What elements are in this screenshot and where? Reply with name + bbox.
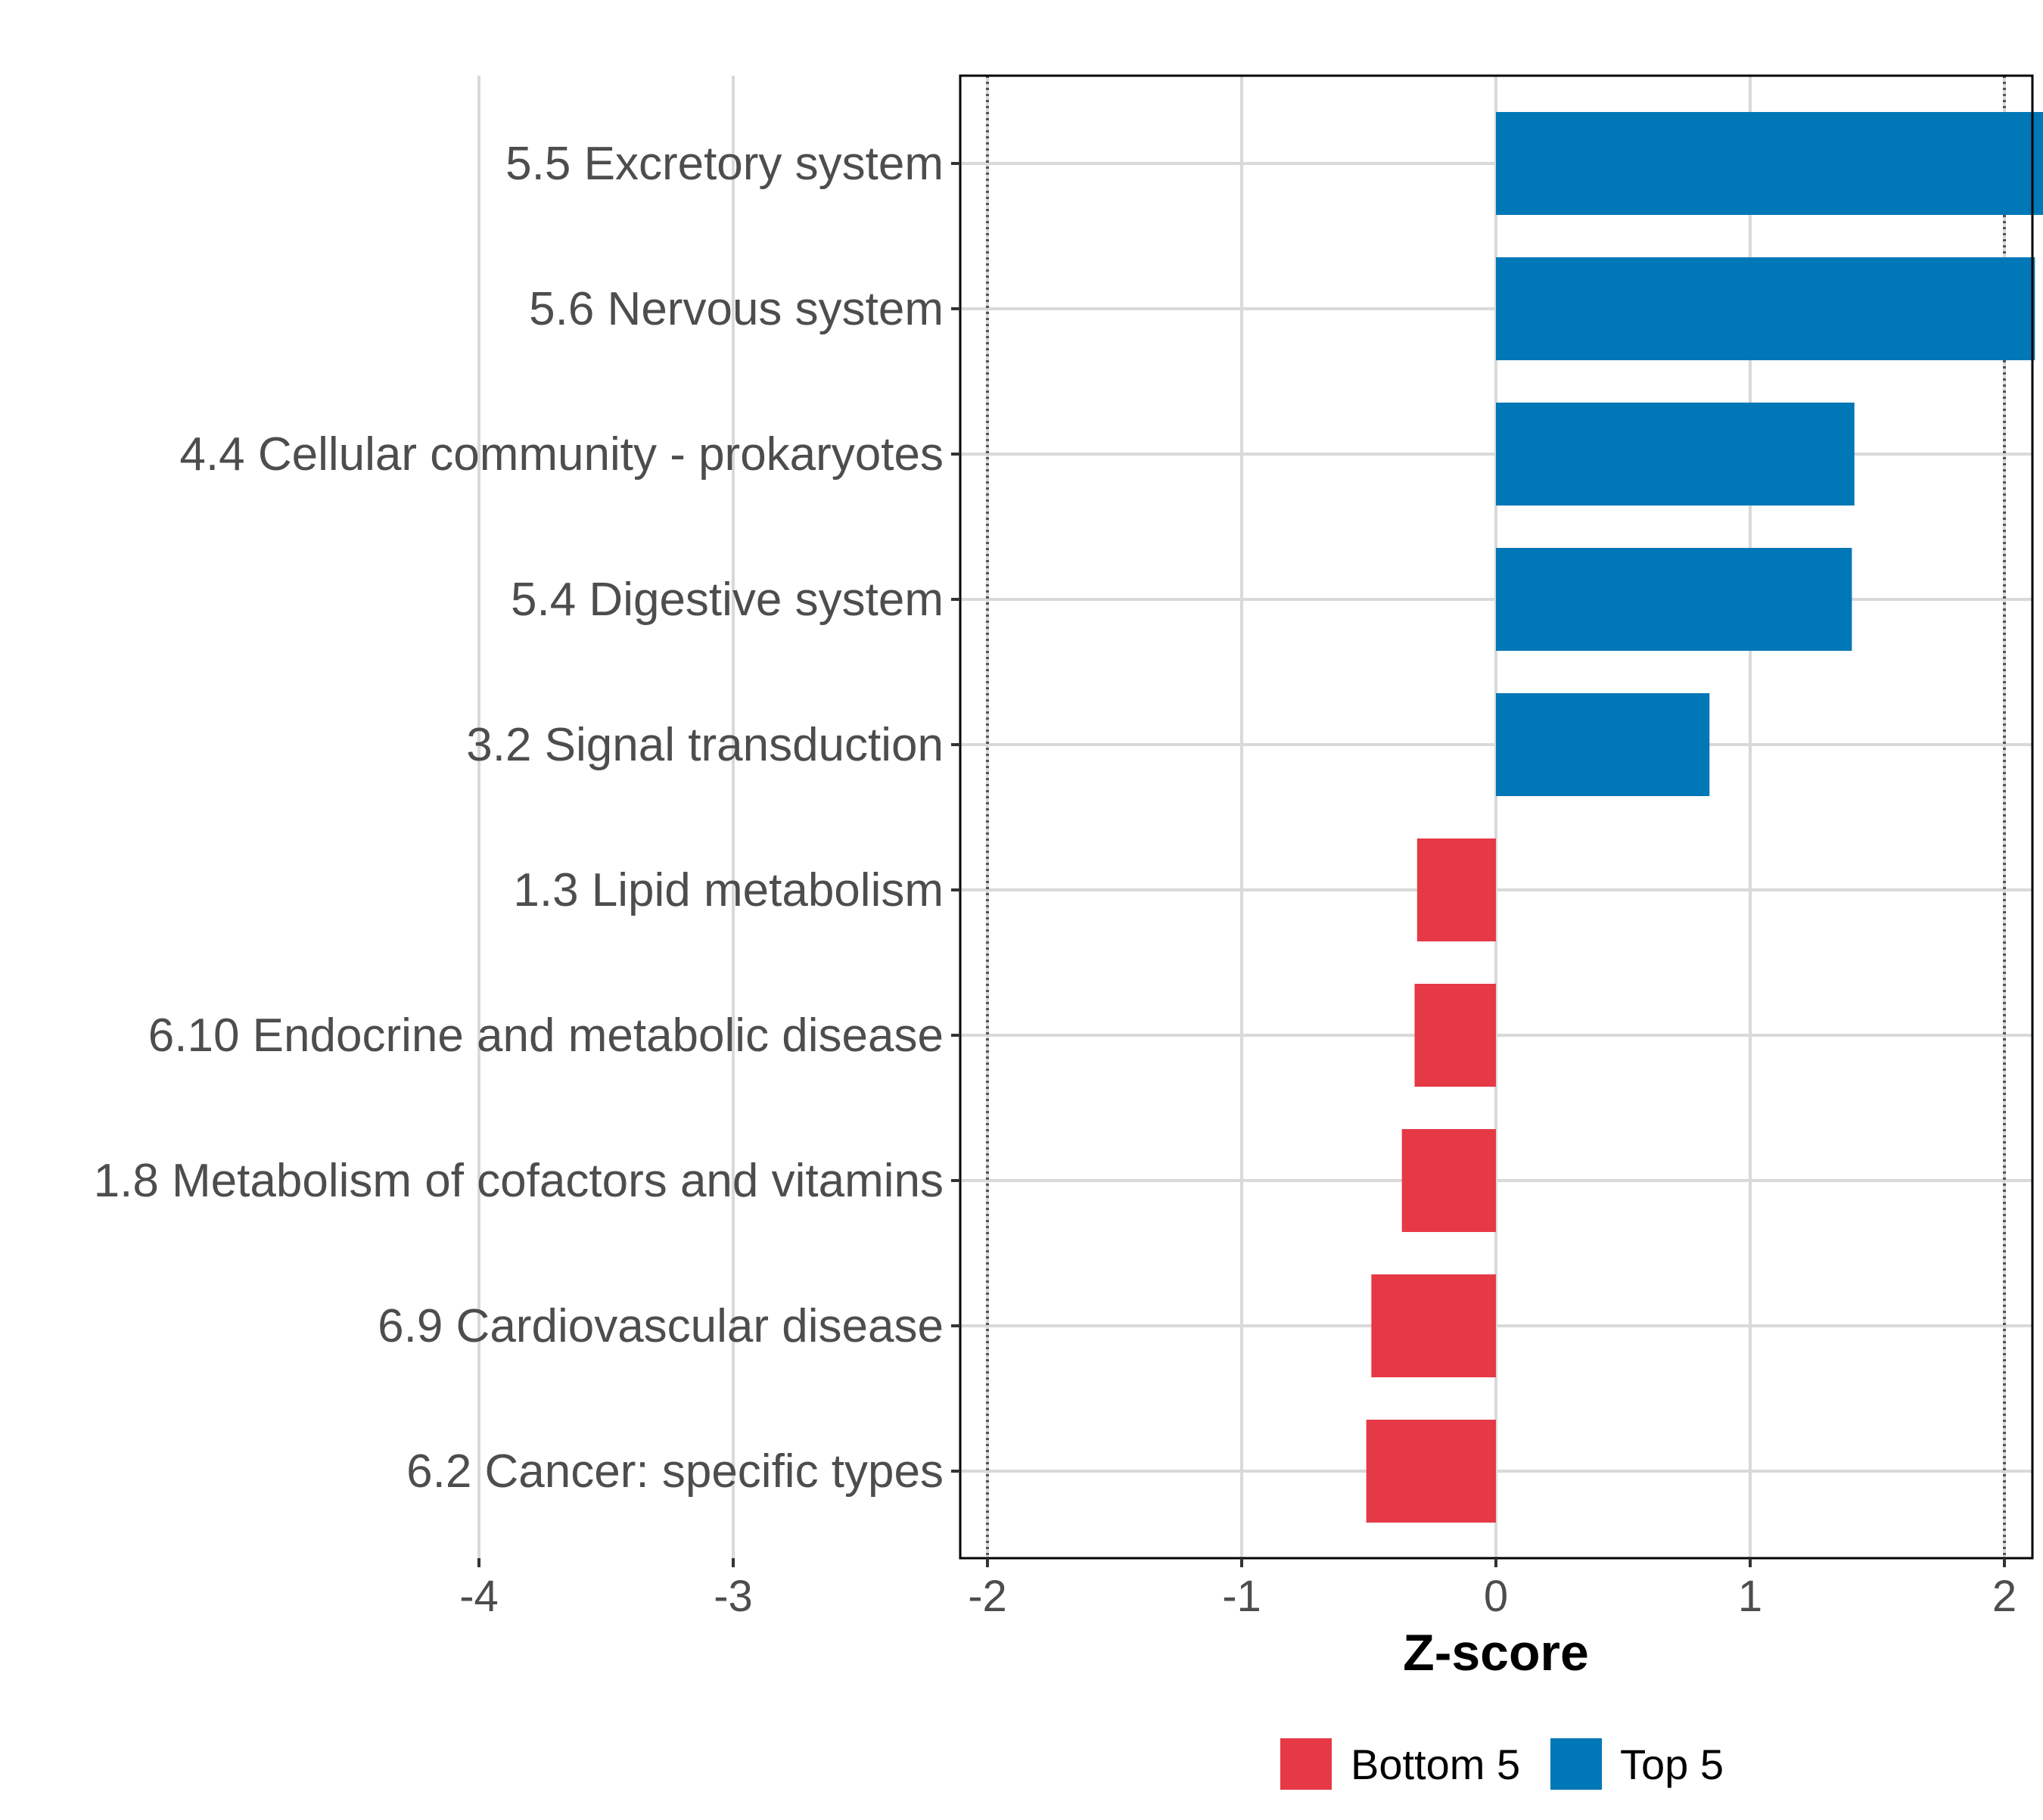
bar bbox=[1414, 984, 1496, 1087]
x-tick-label: 2 bbox=[1992, 1572, 2017, 1621]
legend-label: Top 5 bbox=[1620, 1741, 1724, 1788]
x-tick-label: -2 bbox=[968, 1572, 1007, 1621]
x-tick-label: 0 bbox=[1484, 1572, 1508, 1621]
bar bbox=[1371, 1274, 1496, 1377]
bar bbox=[1401, 1129, 1496, 1232]
reference-line-layer bbox=[986, 76, 2006, 1558]
x-axis-title: Z-score bbox=[1403, 1624, 1589, 1682]
bar bbox=[1366, 1420, 1496, 1523]
legend-swatch bbox=[1550, 1738, 1602, 1790]
x-tick-label: -4 bbox=[459, 1572, 499, 1621]
category-label: 3.2 Signal transduction bbox=[466, 719, 944, 771]
bar bbox=[1496, 403, 1855, 506]
category-label: 6.9 Cardiovascular disease bbox=[378, 1300, 944, 1352]
x-tick-label: -1 bbox=[1222, 1572, 1261, 1621]
category-label: 5.4 Digestive system bbox=[511, 574, 944, 626]
bar bbox=[1496, 548, 1852, 651]
y-tick-layer: 5.5 Excretory system 5.6 Nervous system 4.… bbox=[94, 138, 960, 1498]
bar bbox=[1496, 693, 1710, 796]
category-label: 5.6 Nervous system bbox=[529, 283, 944, 335]
category-label: 1.3 Lipid metabolism bbox=[513, 864, 944, 916]
bar bbox=[1496, 112, 2043, 215]
legend: Bottom 5 Top 5 bbox=[1280, 1738, 1724, 1790]
x-tick-label: 1 bbox=[1738, 1572, 1762, 1621]
category-label: 5.5 Excretory system bbox=[505, 138, 944, 190]
x-tick-label: -3 bbox=[714, 1572, 753, 1621]
x-tick-layer: -4-3-2-101234 bbox=[459, 1558, 2017, 1621]
category-label: 6.2 Cancer: specific types bbox=[406, 1445, 944, 1498]
legend-label: Bottom 5 bbox=[1351, 1741, 1520, 1788]
category-label: 6.10 Endocrine and metabolic disease bbox=[148, 1010, 944, 1062]
category-label: 1.8 Metabolism of cofactors and vitamins bbox=[94, 1155, 944, 1207]
bar bbox=[1416, 838, 1496, 941]
legend-swatch bbox=[1280, 1738, 1332, 1790]
category-label: 4.4 Cellular community - prokaryotes bbox=[179, 428, 944, 481]
bar-layer bbox=[1366, 112, 2043, 1523]
bar bbox=[1496, 257, 2035, 360]
